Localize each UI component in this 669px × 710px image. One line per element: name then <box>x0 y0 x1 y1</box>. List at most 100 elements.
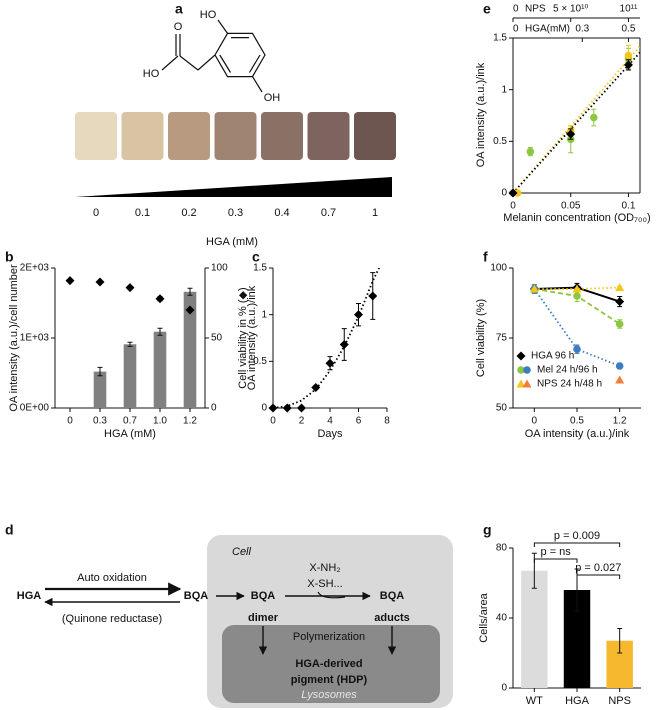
x-tick-label: HGA <box>565 695 590 707</box>
x-tick-label: 6 <box>356 416 362 427</box>
y-tick-label: 2E+03 <box>20 263 50 274</box>
x-tick-label: 0.2 <box>181 207 196 219</box>
legend-marker <box>523 366 531 374</box>
data-point <box>573 292 581 300</box>
x-axis-label: HGA (mM) <box>206 236 258 248</box>
y-axis-label: OA intensity (a.u.)/cell number <box>8 264 20 412</box>
top-axis-title: HGA(mM) <box>525 24 570 35</box>
data-point <box>572 284 582 293</box>
error-bar <box>187 287 193 296</box>
data-point <box>526 147 535 156</box>
y-tick-label: 80 <box>496 543 508 554</box>
y-tick-label: 1 <box>261 309 267 320</box>
data-point <box>529 284 539 293</box>
y-tick-label: 0 <box>501 188 507 199</box>
node: HGA-derived <box>295 658 362 670</box>
data-point <box>615 283 625 292</box>
x-tick-label: 0 <box>93 207 99 219</box>
bar <box>123 344 137 408</box>
swatch <box>75 112 117 160</box>
data-point <box>354 310 363 320</box>
y-tick-label: 1.5 <box>253 263 267 274</box>
y-tick-label: 1 <box>501 84 507 95</box>
y-axis-label: Cell viability (%) <box>475 299 487 377</box>
cell-label: Cell <box>232 546 252 558</box>
node: BQA <box>184 590 209 602</box>
panel-label: b <box>5 249 14 265</box>
panel-label: a <box>175 1 183 17</box>
x-tick-label: 0.3 <box>228 207 243 219</box>
data-point <box>615 375 625 384</box>
node: aducts <box>374 612 409 624</box>
data-point <box>297 403 306 413</box>
reagent: X-SH... <box>307 578 342 590</box>
top-axis-title: NPS <box>525 4 546 15</box>
data-point <box>185 305 195 315</box>
atom-label: HO <box>200 9 217 21</box>
edge-label: Auto oxidation <box>77 572 147 584</box>
edge-label: (Quinone reductase) <box>62 613 162 625</box>
x-tick-label: 8 <box>384 416 390 427</box>
x-axis-label: Melanin concentration (OD₇₀₀) <box>503 212 650 224</box>
x-axis-label: OA intensity (a.u.)/ink <box>525 428 630 440</box>
swatch <box>121 112 164 160</box>
x-tick-label: WT <box>526 695 543 707</box>
significance-label: p = 0.009 <box>554 530 600 542</box>
data-point <box>615 297 625 307</box>
x-tick-label: 0.5 <box>570 416 584 427</box>
swatch <box>354 112 396 160</box>
data-point <box>282 403 292 413</box>
arrows <box>44 582 397 655</box>
bar <box>183 291 197 408</box>
data-point <box>590 113 598 122</box>
atom-label: O <box>174 21 183 33</box>
data-point <box>624 51 633 60</box>
x-tick-label: 2 <box>299 416 305 427</box>
legend-label: HGA 96 h <box>531 351 574 362</box>
x-tick-label: 0.4 <box>274 207 289 219</box>
x-tick-label: 0 <box>67 416 73 427</box>
x-axis-label: HGA (mM) <box>104 428 156 440</box>
data-point <box>615 320 624 328</box>
data-point <box>368 291 378 301</box>
significance-bracket <box>533 542 621 547</box>
swatch <box>261 112 303 160</box>
series-line <box>513 51 640 193</box>
lysosome-box <box>222 625 440 703</box>
legend-label: NPS 24 h/48 h <box>537 379 602 390</box>
y-tick-label: 0E+00 <box>20 403 50 414</box>
top-tick-label: 10¹¹ <box>620 4 638 15</box>
x-tick-label: 1.2 <box>613 416 627 427</box>
x-tick-label: 1 <box>372 207 378 219</box>
y-axis-label: Cells/area <box>478 592 490 642</box>
structure <box>161 19 266 93</box>
y-tick-label: 1E+03 <box>20 333 50 344</box>
x-axis-label: Days <box>317 428 343 440</box>
y-axis-label: OA intensity (a.u.)/ink <box>246 285 258 390</box>
legend-marker <box>516 351 526 361</box>
error-bar <box>157 327 163 336</box>
significance-label: p = 0.027 <box>575 562 621 574</box>
data-point <box>95 277 105 287</box>
significance-label: p = ns <box>541 546 572 558</box>
x-tick-label: 1.2 <box>183 416 197 427</box>
series-line <box>533 288 620 367</box>
y-tick-label: 0.5 <box>493 136 507 147</box>
data-point <box>65 276 75 286</box>
data-point <box>125 283 135 293</box>
top-tick-label: 5 × 10¹⁰ <box>553 4 588 15</box>
data-point <box>339 340 349 350</box>
x-tick-label: 0.7 <box>123 416 137 427</box>
panel-label: f <box>483 249 488 265</box>
data-point <box>268 403 278 413</box>
y-tick-label: 100 <box>490 263 507 274</box>
y-tick-label: 75 <box>496 333 508 344</box>
bar <box>521 570 548 688</box>
x-tick-label: 0 <box>532 416 538 427</box>
x-tick-label: 0 <box>270 416 276 427</box>
y2-tick-label: 100 <box>211 263 228 274</box>
data-point <box>573 345 581 354</box>
top-tick-label: 0 <box>513 24 519 35</box>
error-bar <box>97 366 103 377</box>
